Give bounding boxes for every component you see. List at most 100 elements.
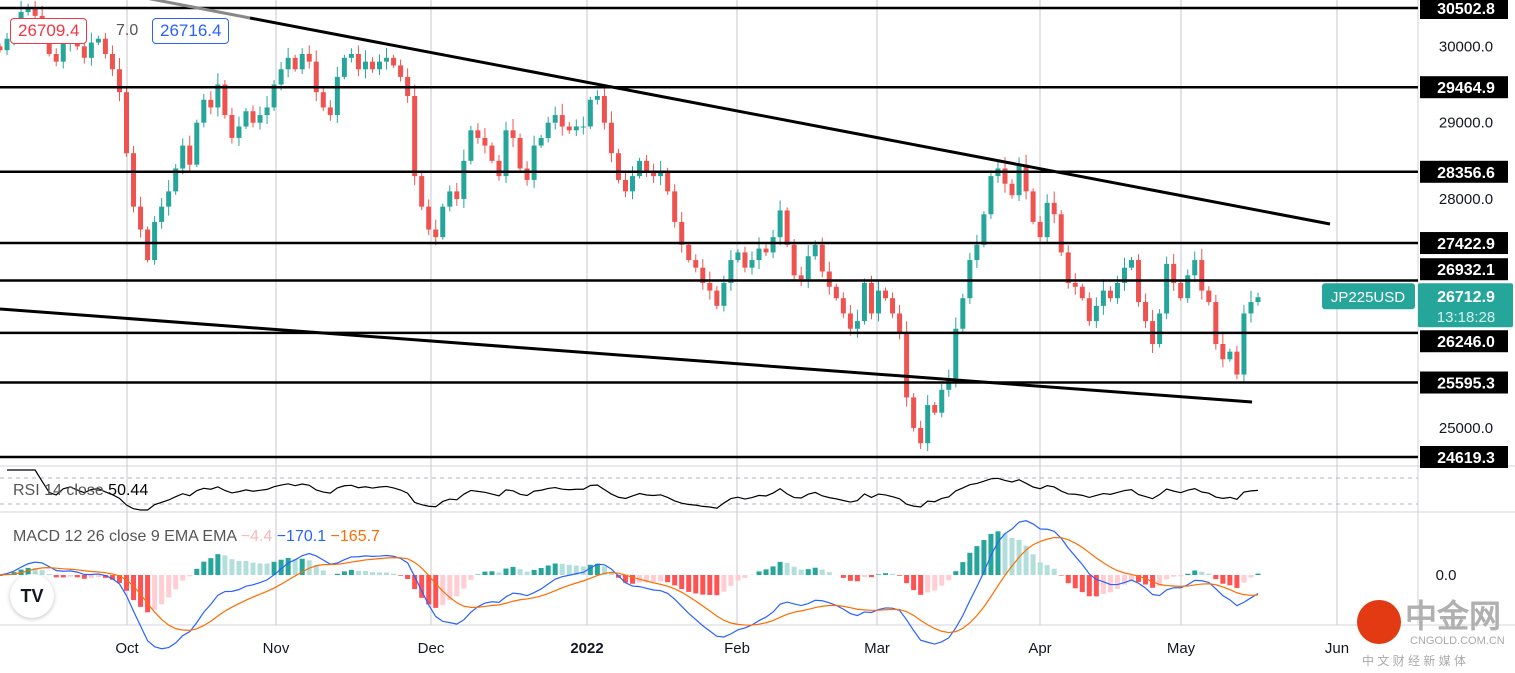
candle xyxy=(1044,194,1050,244)
candle-body xyxy=(285,57,291,70)
candle xyxy=(250,105,256,128)
macd-histogram-bar xyxy=(1044,565,1050,575)
candle xyxy=(693,254,699,273)
candle-body xyxy=(665,172,671,192)
candle-body xyxy=(897,313,903,333)
macd-histogram-bar xyxy=(587,564,593,575)
macd-histogram-bar xyxy=(510,566,516,575)
macd-histogram-bar xyxy=(1185,573,1191,575)
candle xyxy=(615,148,621,184)
candle-body xyxy=(102,38,108,55)
macd-histogram-bar xyxy=(658,575,664,582)
level-label: 28356.6 xyxy=(1437,165,1495,182)
macd-histogram-bar xyxy=(229,559,235,575)
candle-body xyxy=(215,84,221,108)
macd-histogram-bar xyxy=(770,566,776,575)
ask-price-box[interactable]: 26716.4 xyxy=(152,18,230,44)
candle-body xyxy=(1079,286,1085,299)
candle-body xyxy=(707,282,713,291)
macd-histogram-bar xyxy=(995,531,1001,575)
macd-histogram-bar xyxy=(405,575,411,580)
candle-body xyxy=(25,8,31,13)
macd-histogram-bar xyxy=(334,573,340,575)
macd-hist-value: −4.4 xyxy=(240,528,273,545)
candle-body xyxy=(1199,260,1205,291)
macd-histogram-bar xyxy=(348,569,354,575)
candle xyxy=(1241,304,1247,382)
candle-body xyxy=(784,210,790,245)
time-axis-label: Mar xyxy=(864,640,890,657)
candle xyxy=(292,54,298,72)
macd-histogram-bar xyxy=(1206,573,1212,575)
candle-body xyxy=(939,389,945,413)
candle-body xyxy=(833,286,839,299)
candle xyxy=(152,216,158,265)
macd-histogram-bar xyxy=(651,575,657,583)
candle xyxy=(939,383,945,418)
candle xyxy=(1128,257,1134,271)
macd-histogram-bar xyxy=(1023,545,1029,575)
candle-body xyxy=(1213,302,1219,345)
macd-histogram-bar xyxy=(777,561,783,575)
candle xyxy=(124,87,130,157)
candle-body xyxy=(53,54,59,62)
candle xyxy=(398,59,404,82)
candle xyxy=(580,116,586,135)
macd-histogram-bar xyxy=(925,575,931,593)
macd-histogram-bar xyxy=(791,566,797,575)
bid-price-box[interactable]: 26709.4 xyxy=(10,18,88,44)
candle xyxy=(735,249,741,263)
macd-histogram-bar xyxy=(953,571,959,575)
macd-histogram-bar xyxy=(32,568,38,575)
candle xyxy=(201,93,207,128)
candle xyxy=(88,32,94,66)
candle-body xyxy=(608,122,614,154)
macd-histogram-bar xyxy=(1136,575,1142,583)
candle-body xyxy=(651,172,657,177)
candle-body xyxy=(4,38,10,51)
macd-histogram-bar xyxy=(861,575,867,578)
macd-histogram-bar xyxy=(1051,568,1057,575)
candle xyxy=(145,226,151,263)
candle xyxy=(679,211,685,253)
candle-body xyxy=(1234,351,1240,375)
macd-histogram-bar xyxy=(166,575,172,598)
candle xyxy=(313,50,319,102)
candle-body xyxy=(1171,263,1177,283)
macd-histogram-bar xyxy=(1234,575,1240,588)
candle xyxy=(433,219,439,246)
candle-body xyxy=(573,126,579,131)
rsi-legend[interactable]: RSI 14 close 50.44 xyxy=(13,482,148,500)
candle-body xyxy=(60,42,66,62)
macd-legend[interactable]: MACD 12 26 close 9 EMA EMA −4.4 −170.1 −… xyxy=(13,528,380,546)
candle xyxy=(784,207,790,248)
macd-histogram-bar xyxy=(109,575,115,580)
candle xyxy=(672,184,678,228)
macd-histogram-bar xyxy=(531,569,537,575)
macd-histogram-bar xyxy=(672,575,678,586)
candle xyxy=(1072,273,1078,295)
macd-histogram-bar xyxy=(194,568,200,575)
candle-body xyxy=(419,176,425,207)
candle-body xyxy=(88,42,94,58)
candle xyxy=(1100,279,1106,315)
candle xyxy=(355,45,361,77)
candle-body xyxy=(728,260,734,283)
candle-body xyxy=(777,210,783,238)
spread-value: 7.0 xyxy=(116,22,139,39)
candle-body xyxy=(355,54,361,70)
candle xyxy=(686,241,692,263)
candle xyxy=(102,32,108,59)
candle xyxy=(622,172,628,198)
candle-body xyxy=(545,122,551,138)
time-axis-label: Nov xyxy=(263,640,290,657)
candle xyxy=(1079,283,1085,301)
candle-body xyxy=(327,107,333,116)
tradingview-logo[interactable]: TV xyxy=(10,574,54,618)
candle-body xyxy=(911,397,917,428)
macd-histogram-bar xyxy=(152,575,158,610)
macd-histogram-bar xyxy=(95,575,101,578)
countdown-label: 13:18:28 xyxy=(1437,309,1495,326)
macd-zero-label: 0.0 xyxy=(1436,567,1457,584)
